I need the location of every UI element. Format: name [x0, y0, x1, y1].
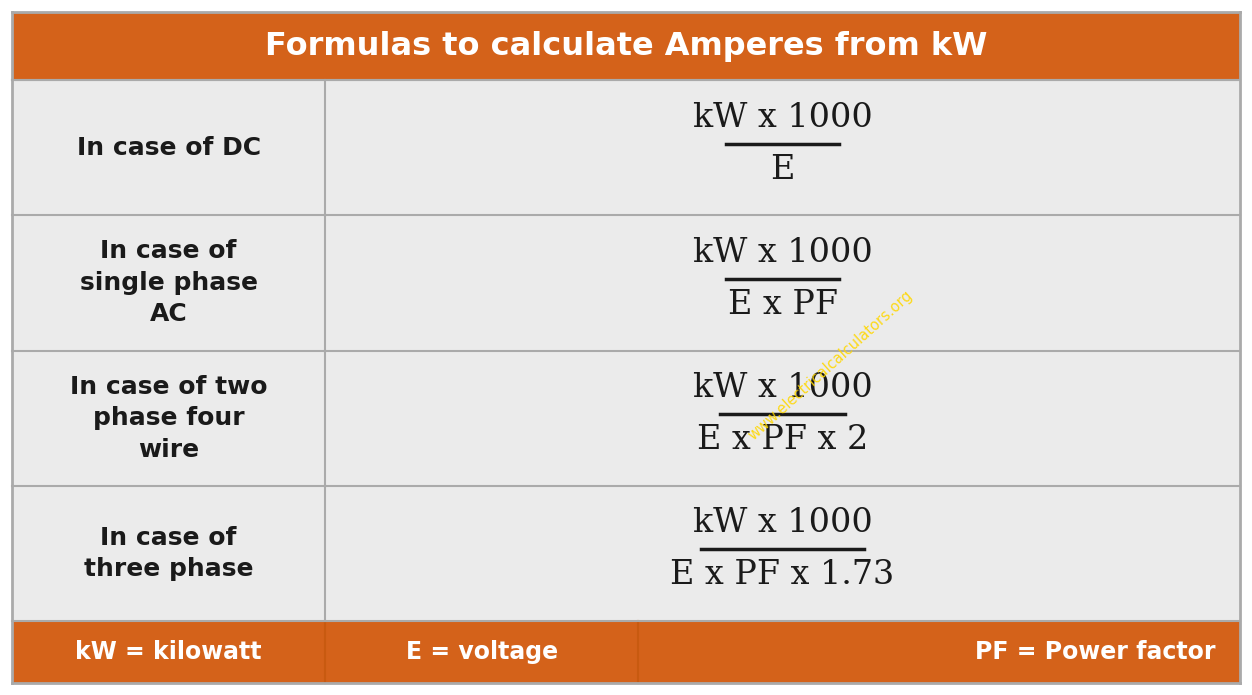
- Text: kW x 1000: kW x 1000: [692, 372, 873, 404]
- Bar: [13, 215, 1239, 350]
- Text: In case of DC: In case of DC: [76, 136, 260, 160]
- Text: www.electricalcalculators.org: www.electricalcalculators.org: [745, 287, 915, 443]
- Text: kW x 1000: kW x 1000: [692, 101, 873, 133]
- Text: E x PF x 1.73: E x PF x 1.73: [670, 559, 895, 591]
- Text: In case of two
phase four
wire: In case of two phase four wire: [70, 375, 268, 461]
- Text: E x PF: E x PF: [727, 289, 838, 321]
- Text: E x PF x 2: E x PF x 2: [697, 424, 868, 456]
- Text: In case of
three phase: In case of three phase: [84, 525, 253, 581]
- Text: E: E: [770, 154, 795, 186]
- Bar: [13, 12, 1239, 80]
- Bar: [13, 486, 1239, 621]
- Text: kW x 1000: kW x 1000: [692, 237, 873, 269]
- Text: Formulas to calculate Amperes from kW: Formulas to calculate Amperes from kW: [265, 31, 987, 61]
- Bar: [13, 80, 1239, 215]
- Text: kW = kilowatt: kW = kilowatt: [75, 640, 262, 664]
- Text: In case of
single phase
AC: In case of single phase AC: [80, 239, 258, 327]
- Text: PF = Power factor: PF = Power factor: [975, 640, 1216, 664]
- Text: kW x 1000: kW x 1000: [692, 507, 873, 539]
- Bar: [13, 350, 1239, 486]
- Text: E = voltage: E = voltage: [406, 640, 558, 664]
- Bar: [13, 621, 1239, 683]
